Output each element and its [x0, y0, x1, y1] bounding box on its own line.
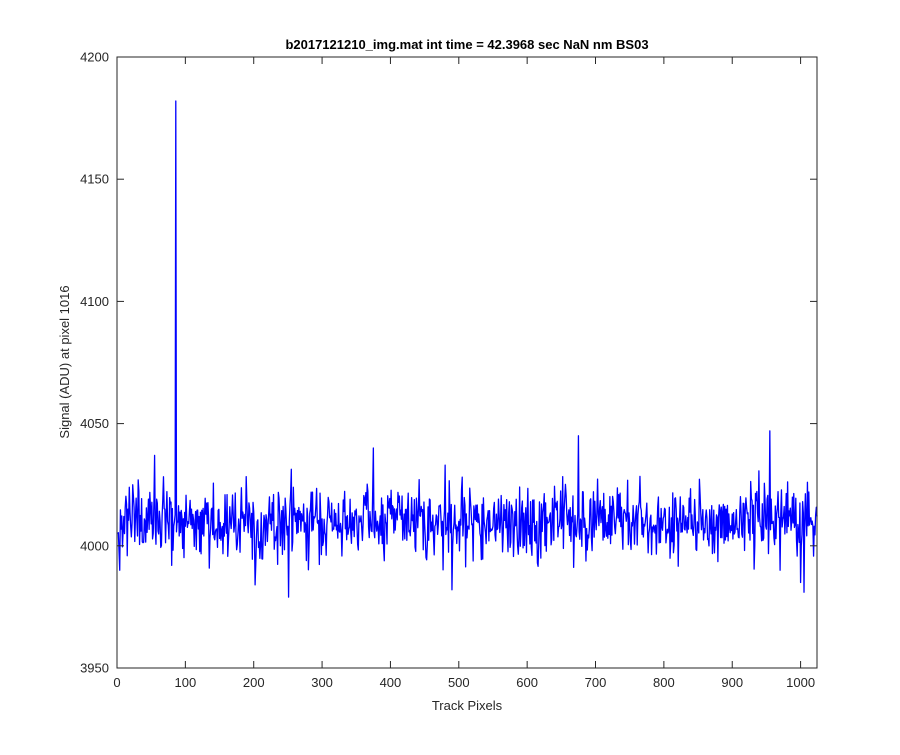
y-tick-label: 4050: [80, 416, 109, 431]
x-tick-label: 900: [721, 675, 743, 690]
signal-series-line: [117, 100, 818, 598]
x-tick-label: 0: [113, 675, 120, 690]
axes-background: [117, 57, 817, 668]
x-tick-label: 400: [380, 675, 402, 690]
y-axis: 3950 4000 4050 4100 4150 4200: [80, 50, 817, 676]
x-tick-label: 300: [311, 675, 333, 690]
x-tick-label: 200: [243, 675, 265, 690]
x-tick-label: 800: [653, 675, 675, 690]
x-tick-label: 600: [516, 675, 538, 690]
x-tick-label: 1000: [786, 675, 815, 690]
y-tick-label: 4000: [80, 538, 109, 553]
x-tick-label: 700: [585, 675, 607, 690]
y-tick-label: 4200: [80, 50, 109, 65]
x-axis-label: Track Pixels: [432, 698, 503, 713]
series-layer: [117, 100, 818, 598]
x-axis: 0 100 200 300 400 500 600 700 800 900 1000: [113, 57, 815, 690]
axes-box: [116, 56, 818, 669]
chart-title: b2017121210_img.mat int time = 42.3968 s…: [285, 37, 648, 52]
y-tick-label: 4100: [80, 294, 109, 309]
y-axis-label: Signal (ADU) at pixel 1016: [57, 285, 72, 438]
x-tick-label: 500: [448, 675, 470, 690]
y-tick-label: 3950: [80, 661, 109, 676]
x-tick-label: 100: [175, 675, 197, 690]
y-tick-label: 4150: [80, 172, 109, 187]
